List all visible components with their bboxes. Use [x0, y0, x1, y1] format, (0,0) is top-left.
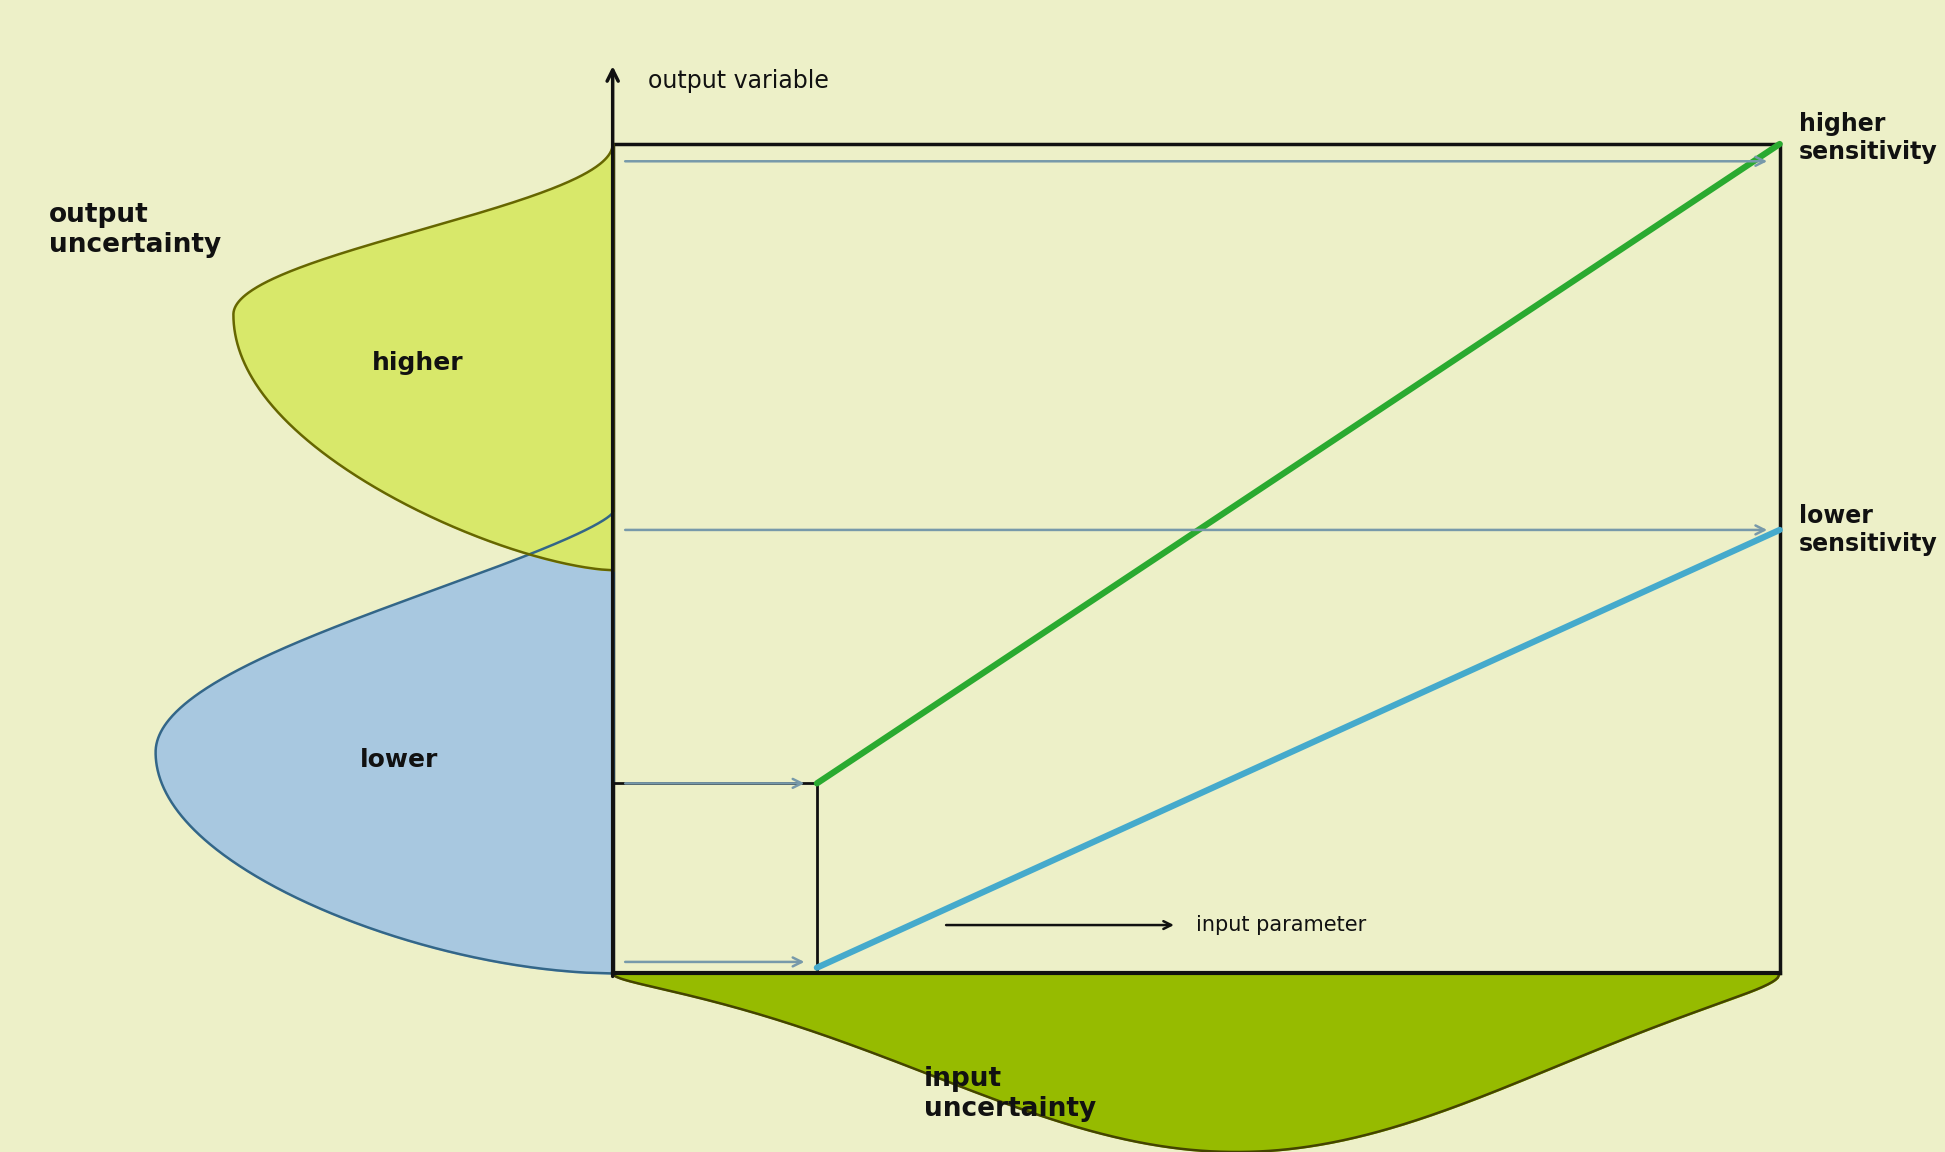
Text: input
uncertainty: input uncertainty	[924, 1066, 1097, 1122]
FancyBboxPatch shape	[613, 144, 1780, 973]
Text: lower
sensitivity: lower sensitivity	[1799, 505, 1937, 555]
Text: input parameter: input parameter	[1196, 915, 1367, 935]
Text: higher
sensitivity: higher sensitivity	[1799, 113, 1937, 164]
Text: lower: lower	[360, 749, 438, 772]
Text: higher: higher	[371, 351, 465, 374]
Text: output
uncertainty: output uncertainty	[49, 203, 222, 258]
Text: output variable: output variable	[648, 69, 829, 92]
Bar	[613, 783, 817, 973]
